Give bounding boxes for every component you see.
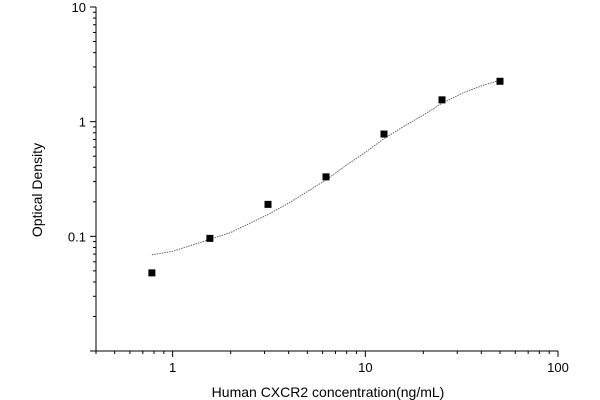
data-point bbox=[148, 269, 156, 277]
data-point bbox=[438, 96, 446, 104]
x-axis-label: Human CXCR2 concentration(ng/mL) bbox=[212, 384, 445, 400]
ticks: 1 10 100 0.1 1 10 bbox=[68, 0, 569, 375]
data-points bbox=[148, 77, 504, 277]
data-point bbox=[264, 200, 272, 208]
y-tick-label: 10 bbox=[72, 0, 86, 15]
x-tick-label: 10 bbox=[358, 360, 372, 375]
fit-curve bbox=[151, 79, 501, 256]
data-point bbox=[206, 234, 214, 242]
data-point bbox=[380, 130, 388, 138]
y-axis-label: Optical Density bbox=[29, 143, 45, 237]
y-tick-label: 1 bbox=[79, 115, 86, 130]
y-tick-label: 0.1 bbox=[68, 229, 86, 244]
x-tick-label: 1 bbox=[169, 360, 176, 375]
x-tick-label: 100 bbox=[547, 360, 569, 375]
data-point bbox=[322, 173, 330, 181]
data-point bbox=[496, 77, 504, 85]
